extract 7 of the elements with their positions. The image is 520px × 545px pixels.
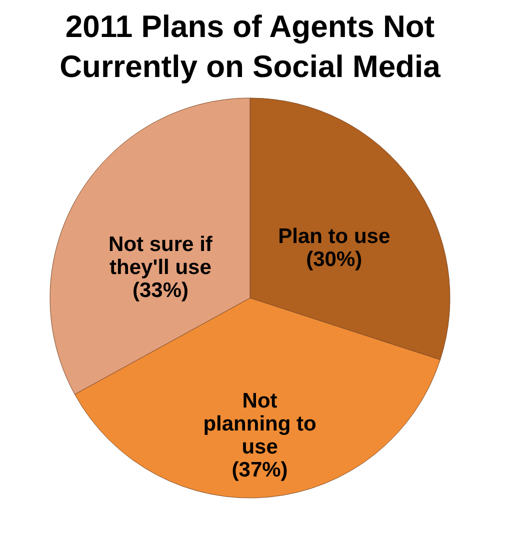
slice-label: Plan to use	[278, 224, 390, 248]
data-label: (37%)	[232, 458, 288, 482]
chart-title: 2011 Plans of Agents Not Currently on Social Media	[60, 9, 442, 84]
slice-label: Not planning to use	[203, 390, 316, 459]
data-label: (33%)	[132, 279, 188, 302]
slice-label: Not sure if they'll use	[108, 233, 214, 280]
data-label: (30%)	[306, 248, 362, 271]
